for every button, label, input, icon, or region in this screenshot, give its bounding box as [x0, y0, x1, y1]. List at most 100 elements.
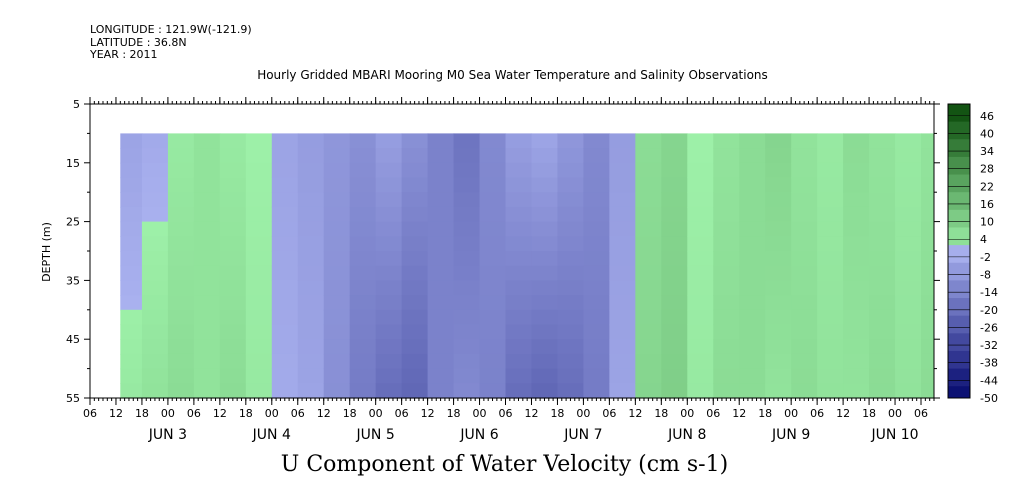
x-tick-label: 00: [888, 407, 902, 420]
heat-cell: [505, 206, 533, 223]
heat-cell: [167, 236, 195, 252]
heat-cell: [557, 133, 585, 149]
heat-cell: [895, 133, 922, 149]
heat-cell: [453, 162, 481, 179]
heat-cell: [817, 236, 844, 252]
heat-cell: [661, 339, 688, 355]
heat-cell: [869, 383, 896, 399]
heat-cell: [869, 251, 896, 267]
colorbar-band: [948, 386, 970, 399]
heat-cell: [120, 133, 143, 149]
heat-cell: [921, 368, 934, 384]
heat-cell: [453, 221, 481, 237]
heat-cell: [453, 368, 481, 384]
heat-cell: [323, 133, 351, 149]
heat-cell: [427, 133, 455, 149]
colorbar-band: [948, 192, 970, 211]
heat-cell: [323, 309, 351, 326]
heat-cell: [141, 265, 169, 281]
heat-cell: [245, 206, 273, 223]
heat-cell: [375, 280, 403, 296]
heat-cell: [635, 368, 662, 384]
heat-cell: [661, 206, 688, 223]
heat-cell: [583, 192, 610, 208]
heat-cell: [141, 280, 169, 296]
heat-cell: [271, 221, 299, 237]
heat-cell: [791, 353, 818, 370]
heat-cell: [120, 206, 143, 223]
heat-cell: [349, 148, 377, 164]
heat-cell: [739, 383, 766, 399]
heat-cell: [167, 192, 195, 208]
x-date-label: JUN 5: [356, 427, 395, 443]
heat-cell: [401, 309, 429, 326]
y-tick-label: 15: [66, 157, 80, 170]
heat-cell: [120, 368, 143, 384]
heat-cell: [895, 265, 922, 281]
heat-cell: [375, 324, 403, 340]
heat-cell: [661, 148, 688, 164]
heat-cell: [895, 368, 922, 384]
x-tick-label: 00: [784, 407, 798, 420]
heat-cell: [791, 295, 818, 311]
heat-cell: [531, 295, 559, 311]
heat-cell: [843, 368, 870, 384]
heat-cell: [921, 339, 934, 355]
heat-cell: [765, 177, 792, 193]
heat-cell: [323, 162, 351, 179]
heat-cell: [739, 192, 766, 208]
chart-title: Hourly Gridded MBARI Mooring M0 Sea Wate…: [257, 68, 768, 82]
heat-cell: [765, 148, 792, 164]
heat-cell: [219, 324, 247, 340]
heat-cell: [271, 309, 299, 326]
latitude-label: LATITUDE : 36.8N: [90, 35, 187, 49]
heat-cell: [791, 221, 818, 237]
heat-cell: [141, 353, 169, 370]
heat-cell: [141, 133, 169, 149]
heat-cell: [661, 295, 688, 311]
heat-cell: [765, 383, 792, 399]
heat-cell: [791, 280, 818, 296]
heat-cell: [453, 192, 481, 208]
heat-cell: [531, 148, 559, 164]
heat-cell: [193, 162, 221, 179]
heat-cell: [895, 177, 922, 193]
heat-cell: [765, 339, 792, 355]
heat-cell: [531, 192, 559, 208]
heat-cell: [193, 133, 221, 149]
heat-cell: [583, 177, 610, 193]
heat-cell: [375, 251, 403, 267]
heat-cell: [531, 206, 559, 223]
heat-cell: [843, 177, 870, 193]
heat-cell: [895, 339, 922, 355]
heat-cell: [297, 280, 325, 296]
heat-cell: [219, 221, 247, 237]
heat-cell: [557, 251, 585, 267]
colorbar-band: [948, 262, 970, 281]
y-tick-label: 55: [66, 392, 80, 405]
heat-cell: [193, 192, 221, 208]
colorbar-label: 22: [980, 180, 994, 193]
heat-cell: [323, 383, 351, 399]
heat-cell: [609, 295, 636, 311]
heat-cell: [401, 236, 429, 252]
heat-cell: [713, 324, 740, 340]
heat-cell: [583, 221, 610, 237]
heat-cell: [817, 251, 844, 267]
heat-cell: [271, 148, 299, 164]
heat-cell: [713, 265, 740, 281]
colorbar-band: [948, 209, 970, 228]
heat-cell: [219, 295, 247, 311]
heat-cell: [817, 280, 844, 296]
heat-cell: [245, 236, 273, 252]
heat-cell: [765, 133, 792, 149]
heat-cell: [687, 339, 714, 355]
heat-cell: [713, 236, 740, 252]
heat-cell: [427, 236, 455, 252]
y-axis-label: DEPTH (m): [40, 222, 53, 282]
heat-cell: [453, 295, 481, 311]
colorbar-band: [948, 156, 970, 175]
colorbar-label: -32: [980, 339, 998, 352]
heat-cell: [349, 280, 377, 296]
heat-cell: [791, 177, 818, 193]
